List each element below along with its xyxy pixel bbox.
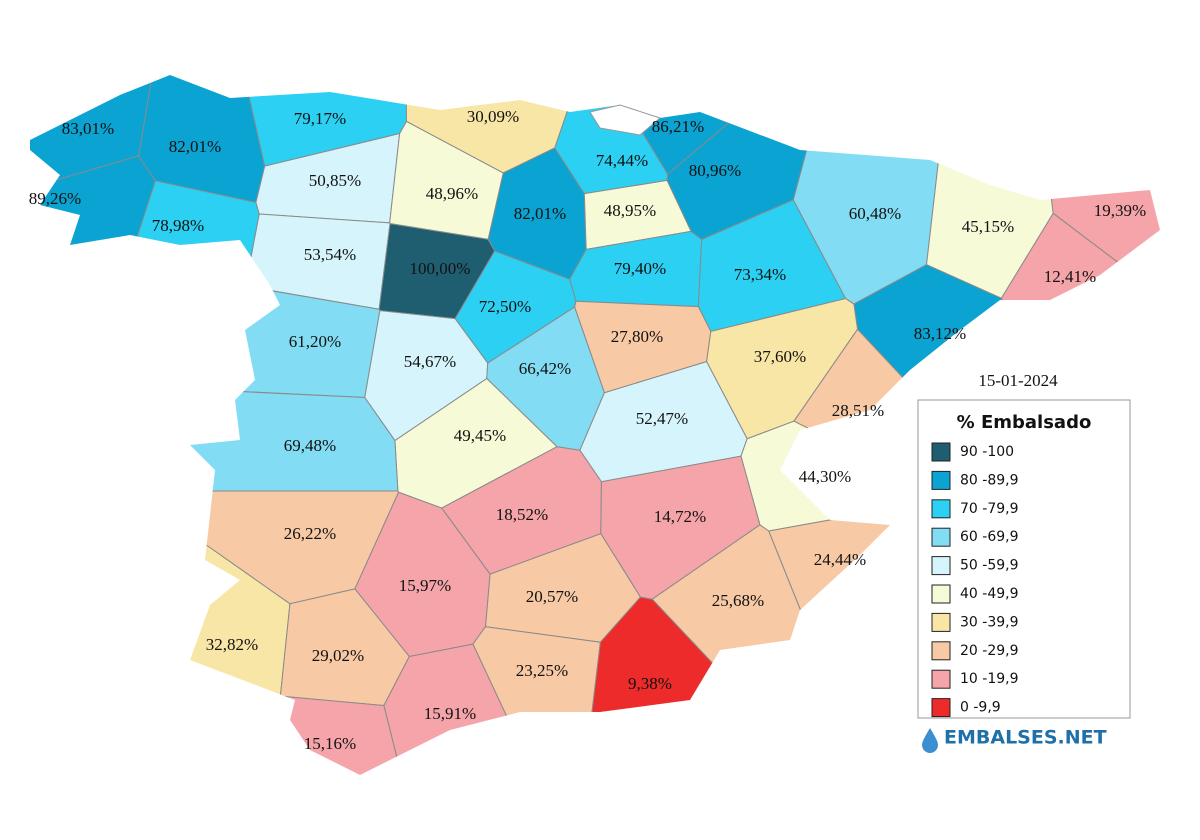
region-label: 24,44% [814, 550, 866, 569]
region-label: 28,51% [832, 401, 884, 420]
region-label: 69,48% [284, 436, 336, 455]
region-label: 49,45% [454, 426, 506, 445]
legend-swatch [931, 584, 951, 604]
region-label: 15,16% [304, 734, 356, 753]
brand-icon [922, 728, 938, 753]
legend-label: 40 -49,9 [960, 586, 1019, 602]
region-label: 45,15% [962, 217, 1014, 236]
legend-swatch [931, 470, 951, 490]
region-label: 18,52% [496, 505, 548, 524]
region-label: 61,20% [289, 332, 341, 351]
region-label: 52,47% [636, 409, 688, 428]
region-label: 83,12% [914, 324, 966, 343]
region-label: 37,60% [754, 347, 806, 366]
region-label: 74,44% [596, 151, 648, 170]
region-label: 27,80% [611, 327, 663, 346]
region [133, 695, 419, 775]
legend-box [917, 399, 1131, 719]
region-labels: 83,01% 82,01% 89,26% 79,17% 78,98% 50,85% 53,5… [29, 107, 1146, 753]
region-label: 14,72% [654, 507, 706, 526]
region-label: 15,97% [399, 576, 451, 595]
region-label: 79,40% [614, 259, 666, 278]
legend-label: 0 -9,9 [960, 700, 1001, 716]
legend-swatch [931, 669, 951, 689]
legend-label: 50 -59,9 [960, 558, 1019, 574]
region-label: 54,67% [404, 352, 456, 371]
legend-swatch [931, 641, 951, 661]
legend-swatch [931, 698, 951, 718]
legend-swatch [931, 442, 951, 462]
brand: EMBALSES.NET [944, 727, 1107, 749]
region-label: 80,96% [689, 161, 741, 180]
legend-label: 60 -69,9 [960, 529, 1019, 545]
legend-label: 70 -79,9 [960, 501, 1019, 517]
region-label: 15,91% [424, 704, 476, 723]
region-label: 26,22% [284, 524, 336, 543]
region-label: 23,25% [516, 661, 568, 680]
region-label: 100,00% [410, 259, 471, 278]
legend: 90 -100 80 -89,9 70 -79,9 60 -69,9 50 -59,9 4… [931, 442, 1019, 718]
region-label: 66,42% [519, 359, 571, 378]
region-label: 89,26% [29, 189, 81, 208]
legend-label: 30 -39,9 [960, 614, 1019, 630]
region-label: 86,21% [652, 117, 704, 136]
unrated-region [589, 104, 662, 136]
legend-swatch [931, 612, 951, 632]
region-label: 53,54% [304, 245, 356, 264]
region-label: 44,30% [799, 467, 851, 486]
region-label: 50,85% [309, 171, 361, 190]
region-label: 72,50% [479, 297, 531, 316]
region-label: 25,68% [712, 591, 764, 610]
region-label: 48,95% [604, 201, 656, 220]
legend-label: 90 -100 [960, 444, 1014, 460]
legend-swatch [931, 499, 951, 519]
region-label: 48,96% [426, 184, 478, 203]
region-label: 30,09% [467, 107, 519, 126]
region-label: 12,41% [1044, 267, 1096, 286]
region-label: 32,82% [206, 635, 258, 654]
legend-swatch [931, 527, 951, 547]
region-label: 9,38% [628, 674, 672, 693]
legend-title: % Embalsado [957, 412, 1092, 433]
legend-label: 20 -29,9 [960, 643, 1019, 659]
region-label: 79,17% [294, 109, 346, 128]
region [138, 75, 266, 204]
region [472, 626, 601, 775]
region [47, 387, 399, 492]
region-label: 19,39% [1094, 201, 1146, 220]
legend-label: 80 -89,9 [960, 472, 1019, 488]
region-label: 73,34% [734, 265, 786, 284]
region-label: 82,01% [169, 137, 221, 156]
region-label: 82,01% [514, 204, 566, 223]
region-label: 83,01% [62, 119, 114, 138]
region-label: 29,02% [312, 646, 364, 665]
legend-label: 10 -19,9 [960, 671, 1019, 687]
region-label: 20,57% [526, 587, 578, 606]
region-label: 78,98% [152, 216, 204, 235]
region-label: 60,48% [849, 204, 901, 223]
date: 15-01-2024 [978, 371, 1058, 390]
legend-swatch [931, 556, 951, 576]
